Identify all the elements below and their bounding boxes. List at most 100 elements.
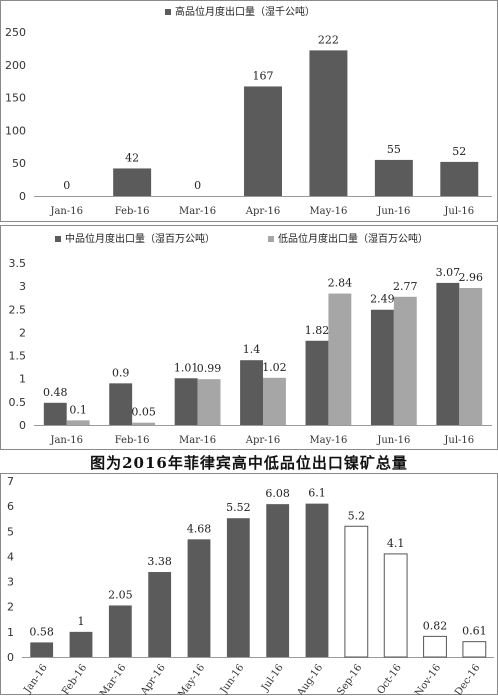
y-tick-label: 3 [19,280,26,293]
y-tick-label: 250 [5,26,26,39]
chart-monthly-nickel-ore-exports: 0 1 2 3 4 5 6 7 Jan-16 0.58 Feb-16 1 Mar-16 2.05 Apr-1… [0,473,498,695]
y-tick-label: 0 [19,190,26,203]
data-label: 52 [452,145,466,158]
x-tick-label: Nov-16 [413,662,443,695]
y-tick-label: 150 [5,92,26,105]
bar [240,360,263,425]
data-label: 0.58 [29,625,54,638]
data-label: 5.52 [226,501,251,514]
data-label: 6.08 [265,487,290,500]
x-tick-label: Jul-16 [443,435,474,446]
bar [226,518,250,657]
bar [43,402,67,425]
bar [374,159,413,196]
bar [370,309,394,425]
bar [344,525,369,658]
data-label: 3.38 [147,555,172,568]
data-label: 4.1 [387,537,405,550]
data-label: 0.82 [423,619,448,632]
data-label: 0.99 [197,362,222,375]
x-tick-label: Aug-16 [295,662,325,695]
bar [423,635,447,658]
data-label: 1.01 [174,361,199,374]
bar [393,296,417,425]
x-tick-label: Jun-16 [376,435,410,446]
x-tick-label: Mar-16 [98,662,128,695]
legend-swatch [55,236,61,242]
figure-caption: 图为2016年菲律宾高中低品位出口镍矿总量 [90,454,408,472]
x-tick-label: Jan-16 [49,206,83,217]
x-tick-label: Jan-16 [49,435,83,446]
x-tick-label: Apr-16 [245,206,281,217]
y-tick-label: 0.5 [9,396,27,409]
bar [109,383,133,425]
chart-high-grade-exports: 0 50 100 150 200 250 Jan-16 0 Feb-16 42 Mar-16 0 Apr… [0,0,498,222]
data-label: 2.77 [393,280,418,293]
data-label: 1.82 [305,324,330,337]
bar [132,422,156,425]
bar [30,642,54,657]
bar [266,504,290,657]
data-label: 0 [194,179,201,192]
bar [436,282,460,425]
bar [328,293,352,425]
x-tick-label: Jul-16 [259,662,286,694]
data-label: 0.1 [69,403,87,416]
y-tick-label: 1 [19,373,26,386]
legend-label: 低品位月度出口量（湿百万公吨） [278,232,428,245]
y-tick-label: 200 [5,59,26,72]
y-tick-label: 7 [7,475,14,488]
x-tick-label: Feb-16 [115,206,150,217]
bar [305,503,329,657]
chart-mid-low-grade-exports: 0 0.5 1 1.5 2 2.5 3 3.5 Jan-16 0.480.1 Feb-16 0.9 0.… [0,225,498,450]
bar [305,340,329,425]
data-label: 1.4 [243,343,261,356]
legend-label: 中品位月度出口量（湿百万公吨） [65,232,215,245]
legend-swatch [268,236,274,242]
data-label: 42 [125,151,139,164]
x-tick-label: Sep-16 [335,662,364,695]
legend-label: 高品位月度出口量（湿千公吨） [175,5,315,18]
y-tick-label: 2 [7,601,14,614]
y-tick-label: 0 [7,651,14,664]
y-tick-label: 100 [5,124,26,137]
x-tick-label: Mar-16 [179,435,216,446]
y-tick-label: 50 [12,157,26,170]
bar [459,287,483,425]
x-tick-label: May-16 [309,435,347,446]
data-label: 0.61 [462,625,487,638]
bar [197,379,221,425]
data-label: 3.07 [436,266,461,279]
bar [244,86,282,196]
x-tick-label: Apr-16 [138,662,167,695]
x-tick-label: Jul-16 [443,206,474,217]
x-tick-label: Mar-16 [179,206,216,217]
data-label: 0.9 [112,366,130,379]
y-tick-label: 3.5 [9,257,27,270]
data-label: 1.02 [262,361,287,374]
x-tick-label: Jan-16 [22,662,50,695]
bar [383,553,408,658]
bar [69,631,93,657]
x-tick-label: May-16 [176,662,207,695]
x-tick-label: Feb-16 [60,662,89,695]
data-label: 0 [63,179,70,192]
bar [66,420,90,425]
x-tick-label: Dec-16 [453,662,482,695]
bar [148,572,172,657]
y-tick-label: 3 [7,576,14,589]
data-label: 4.68 [187,522,212,535]
data-label: 167 [253,69,274,82]
y-tick-label: 1 [7,626,14,639]
y-tick-label: 6 [7,500,14,513]
legend-swatch [165,9,171,15]
x-tick-label: Jun-16 [376,206,410,217]
data-label: 55 [387,143,401,156]
data-label: 2.05 [108,588,133,601]
x-tick-label: Apr-16 [245,435,281,446]
data-label: 1 [78,615,85,628]
y-tick-label: 4 [7,550,14,563]
y-tick-label: 0 [19,419,26,432]
y-tick-label: 5 [7,525,14,538]
